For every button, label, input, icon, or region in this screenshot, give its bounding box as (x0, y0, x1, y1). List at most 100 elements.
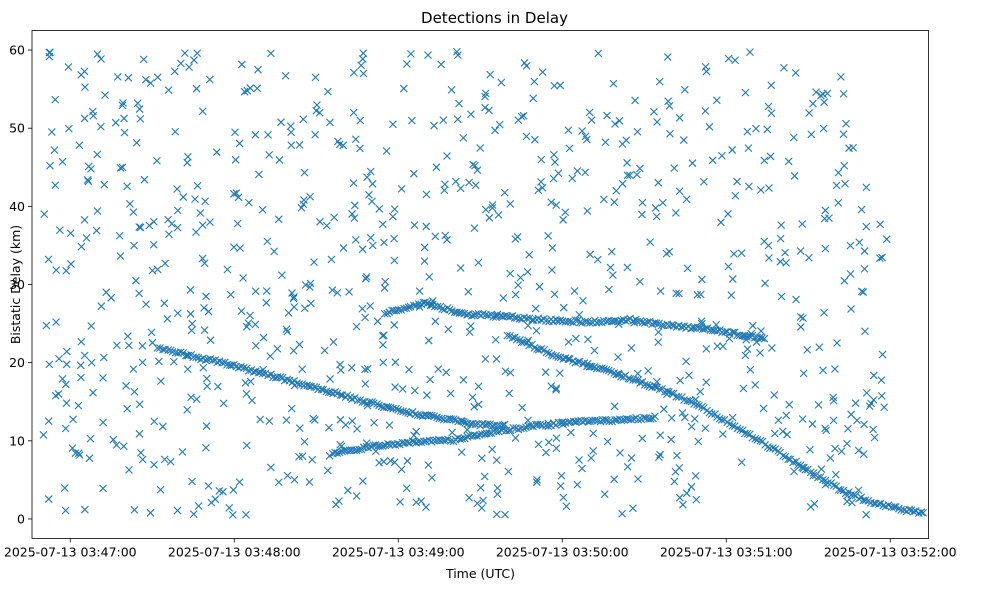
data-point-711 (743, 127, 752, 136)
data-point-884 (200, 326, 209, 334)
data-point-397 (809, 99, 817, 108)
data-point-275 (62, 266, 71, 275)
data-point-710 (119, 442, 128, 451)
data-point-859 (453, 47, 461, 56)
data-point-11 (116, 163, 125, 172)
data-point-589 (861, 327, 869, 336)
data-point-700 (552, 434, 561, 442)
data-point-289 (149, 217, 158, 226)
data-point-186 (451, 177, 460, 186)
data-point-85 (50, 146, 59, 154)
data-point-1459 (538, 421, 547, 430)
data-point-1254 (479, 310, 487, 318)
data-point-1374 (333, 449, 342, 458)
data-point-975 (336, 391, 345, 399)
data-point-709 (74, 449, 83, 458)
data-point-259 (118, 163, 127, 172)
data-point-322 (468, 393, 477, 402)
data-point-663 (812, 88, 820, 97)
data-point-586 (350, 201, 359, 210)
data-point-1326 (652, 319, 661, 328)
data-point-575 (833, 339, 841, 347)
data-point-576 (629, 504, 637, 513)
data-point-609 (297, 203, 306, 212)
data-point-811 (759, 404, 768, 413)
data-point-778 (492, 456, 501, 465)
data-point-521 (667, 414, 676, 422)
data-point-357 (430, 121, 438, 130)
data-point-607 (187, 326, 196, 335)
data-point-756 (201, 197, 210, 206)
data-point-231 (656, 287, 665, 296)
data-point-382 (311, 130, 320, 139)
data-point-661 (860, 420, 868, 429)
data-point-619 (405, 365, 413, 374)
data-point-850 (169, 357, 178, 366)
data-point-702 (670, 477, 679, 486)
data-point-518 (390, 256, 399, 265)
data-point-828 (806, 445, 814, 454)
data-point-387 (495, 120, 504, 129)
data-point-999 (394, 405, 402, 414)
data-point-1345 (699, 325, 707, 333)
data-point-703 (840, 161, 849, 170)
data-point-278 (671, 467, 680, 476)
data-point-991 (375, 401, 383, 410)
data-point-840 (756, 186, 765, 194)
data-point-505 (264, 130, 272, 139)
data-point-1221 (400, 304, 408, 313)
data-point-904 (164, 346, 173, 354)
data-point-478 (655, 453, 663, 461)
data-point-529 (194, 502, 203, 510)
data-point-1357 (728, 328, 737, 337)
data-point-874 (51, 391, 60, 400)
data-point-92 (481, 89, 490, 98)
data-point-367 (423, 391, 431, 400)
y-tick-label-0: 0 (17, 511, 25, 526)
data-point-405 (84, 162, 93, 171)
data-point-513 (75, 451, 84, 459)
data-point-173 (752, 124, 760, 133)
data-point-1421 (446, 437, 455, 445)
data-point-1280 (542, 316, 550, 325)
data-point-652 (763, 125, 772, 134)
data-point-254 (101, 91, 109, 100)
data-point-1289 (564, 317, 573, 326)
data-point-868 (847, 410, 856, 419)
data-point-396 (685, 371, 693, 380)
data-point-745 (517, 112, 526, 121)
data-point-217 (530, 77, 539, 86)
data-point-356 (258, 205, 267, 214)
data-point-1122 (693, 400, 701, 409)
data-point-1405 (408, 437, 417, 446)
data-point-833 (64, 124, 73, 133)
data-point-825 (798, 415, 807, 423)
data-point-866 (273, 344, 282, 353)
data-point-596 (534, 186, 543, 195)
data-point-388 (307, 299, 315, 308)
data-point-896 (327, 255, 336, 264)
data-point-553 (93, 207, 102, 215)
data-point-973 (331, 388, 340, 396)
data-point-410 (573, 480, 582, 489)
data-point-499 (781, 248, 789, 257)
data-point-912 (184, 351, 193, 360)
data-point-1167 (806, 468, 815, 477)
data-point-154 (615, 116, 624, 125)
data-point-1012 (425, 411, 434, 420)
data-point-344 (357, 61, 366, 70)
data-point-274 (573, 167, 582, 175)
data-point-282 (493, 490, 502, 499)
data-point-848 (356, 144, 364, 153)
data-point-613 (456, 264, 465, 272)
data-point-362 (92, 226, 101, 235)
data-point-747 (77, 337, 86, 346)
data-point-316 (737, 458, 746, 467)
data-point-406 (599, 195, 608, 204)
data-point-567 (420, 243, 429, 252)
data-point-423 (173, 185, 181, 193)
data-point-757 (382, 147, 391, 155)
data-point-620 (378, 331, 387, 340)
data-point-256 (310, 258, 318, 266)
data-point-601 (696, 387, 705, 396)
